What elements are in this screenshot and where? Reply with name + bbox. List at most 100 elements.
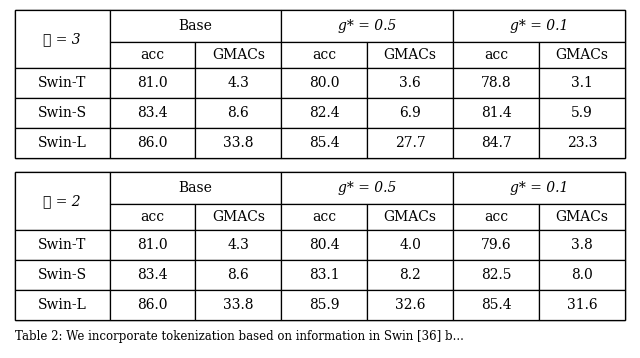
Bar (539, 290, 625, 320)
Bar (15, 290, 109, 320)
Bar (15, 128, 109, 158)
Bar (109, 204, 195, 230)
Bar (195, 230, 282, 260)
Bar (453, 204, 539, 230)
Text: Swin-S: Swin-S (38, 106, 87, 120)
Bar (453, 42, 539, 68)
Bar (367, 204, 453, 230)
Bar (539, 260, 625, 290)
Bar (109, 290, 195, 320)
Text: acc: acc (140, 48, 164, 62)
Bar (539, 128, 625, 158)
Text: acc: acc (484, 210, 508, 224)
Text: 4.3: 4.3 (227, 238, 250, 252)
Text: 8.2: 8.2 (399, 268, 421, 282)
Text: 33.8: 33.8 (223, 298, 253, 312)
Bar (195, 260, 282, 290)
Bar (109, 98, 195, 128)
Text: 5.9: 5.9 (571, 106, 593, 120)
Bar (367, 128, 453, 158)
Text: g* = 0.1: g* = 0.1 (510, 181, 568, 195)
Text: 85.9: 85.9 (309, 298, 340, 312)
Text: 81.0: 81.0 (137, 238, 168, 252)
Bar (15, 260, 109, 290)
Text: acc: acc (140, 210, 164, 224)
Bar (282, 98, 367, 128)
Text: g* = 0.1: g* = 0.1 (510, 19, 568, 33)
Bar (109, 128, 195, 158)
Text: 32.6: 32.6 (395, 298, 426, 312)
Text: Base: Base (179, 181, 212, 195)
Bar (15, 10, 109, 68)
Bar (195, 98, 282, 128)
Bar (282, 260, 367, 290)
Bar (282, 204, 367, 230)
Text: 82.5: 82.5 (481, 268, 511, 282)
Text: 79.6: 79.6 (481, 238, 511, 252)
Bar (195, 68, 282, 98)
Bar (453, 260, 539, 290)
Bar (282, 68, 367, 98)
Text: acc: acc (484, 48, 508, 62)
Bar (15, 98, 109, 128)
Bar (453, 68, 539, 98)
Text: 3.1: 3.1 (571, 76, 593, 90)
Bar (453, 98, 539, 128)
Bar (367, 260, 453, 290)
Text: Swin-L: Swin-L (38, 298, 86, 312)
Bar (453, 230, 539, 260)
Bar (453, 172, 625, 204)
Bar (453, 10, 625, 42)
Text: 78.8: 78.8 (481, 76, 511, 90)
Text: 27.7: 27.7 (395, 136, 426, 150)
Text: 81.0: 81.0 (137, 76, 168, 90)
Text: 8.0: 8.0 (571, 268, 593, 282)
Bar (539, 230, 625, 260)
Text: 83.4: 83.4 (137, 268, 168, 282)
Bar (195, 128, 282, 158)
Text: 85.4: 85.4 (481, 298, 511, 312)
Bar (453, 290, 539, 320)
Text: Swin-S: Swin-S (38, 268, 87, 282)
Text: 33.8: 33.8 (223, 136, 253, 150)
Text: GMACs: GMACs (212, 48, 265, 62)
Bar (282, 172, 453, 204)
Bar (282, 42, 367, 68)
Bar (195, 204, 282, 230)
Text: 4.3: 4.3 (227, 76, 250, 90)
Bar (367, 42, 453, 68)
Text: 6.9: 6.9 (399, 106, 421, 120)
Bar (282, 290, 367, 320)
Text: 8.6: 8.6 (228, 106, 250, 120)
Bar (367, 68, 453, 98)
Text: 8.6: 8.6 (228, 268, 250, 282)
Text: 80.0: 80.0 (309, 76, 340, 90)
Bar (539, 68, 625, 98)
Bar (367, 98, 453, 128)
Text: 23.3: 23.3 (567, 136, 597, 150)
Bar (15, 10, 625, 158)
Text: 86.0: 86.0 (137, 298, 168, 312)
Bar (109, 260, 195, 290)
Text: 84.7: 84.7 (481, 136, 511, 150)
Bar (15, 230, 109, 260)
Text: Swin-T: Swin-T (38, 238, 86, 252)
Bar (453, 128, 539, 158)
Bar (282, 10, 453, 42)
Bar (539, 98, 625, 128)
Text: GMACs: GMACs (384, 210, 436, 224)
Bar (367, 230, 453, 260)
Text: ℓ = 2: ℓ = 2 (44, 194, 81, 208)
Text: acc: acc (312, 210, 337, 224)
Text: ℓ = 3: ℓ = 3 (44, 32, 81, 46)
Text: GMACs: GMACs (556, 48, 609, 62)
Text: GMACs: GMACs (556, 210, 609, 224)
Text: Swin-T: Swin-T (38, 76, 86, 90)
Text: 4.0: 4.0 (399, 238, 421, 252)
Text: Swin-L: Swin-L (38, 136, 86, 150)
Bar (109, 10, 282, 42)
Text: 81.4: 81.4 (481, 106, 511, 120)
Text: 82.4: 82.4 (309, 106, 340, 120)
Bar (109, 42, 195, 68)
Text: 83.4: 83.4 (137, 106, 168, 120)
